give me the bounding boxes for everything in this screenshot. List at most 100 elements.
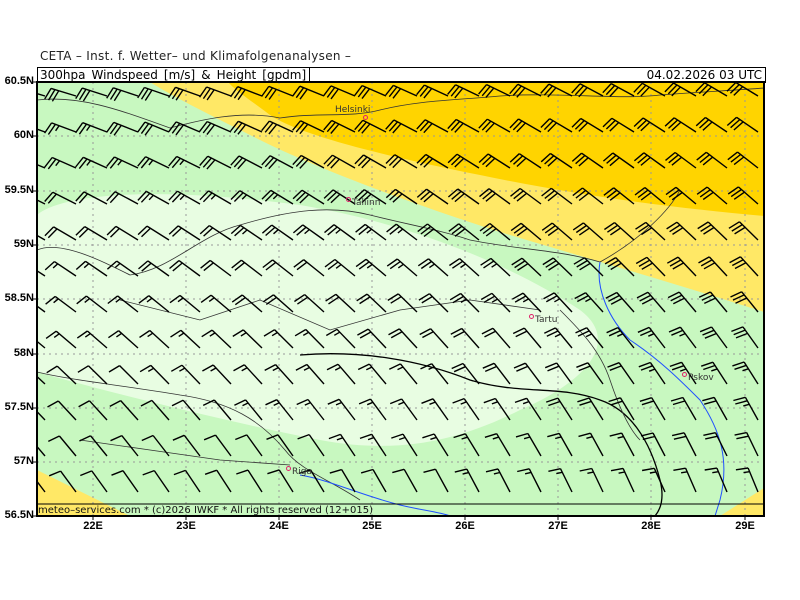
wind-barb [639, 397, 666, 421]
wind-barb [604, 256, 635, 277]
wind-barb [641, 467, 666, 493]
wind-barb [633, 152, 666, 169]
wind-barb [37, 410, 46, 421]
wind-barb [138, 295, 170, 313]
wind-barb [510, 187, 542, 205]
wind-barb [635, 256, 666, 277]
wind-barb [665, 186, 697, 205]
wind-barb [295, 363, 325, 385]
wind-barb [422, 433, 449, 457]
wind-barb [608, 397, 635, 421]
lon-label: 28E [641, 520, 661, 532]
wind-barb [233, 364, 263, 385]
wind-barb [75, 260, 108, 277]
wind-barb [200, 259, 232, 277]
wind-barb [572, 222, 604, 241]
wind-barb [579, 467, 604, 493]
wind-barb [232, 329, 263, 349]
wind-barb [44, 156, 77, 170]
wind-barb [388, 328, 418, 349]
wind-barb [451, 362, 480, 385]
wind-barb [509, 83, 542, 98]
wind-barb [324, 224, 356, 241]
wind-barb [354, 189, 387, 205]
wind-barb [203, 434, 232, 457]
wind-barb [540, 83, 573, 98]
lat-label: 59.5N [4, 184, 34, 196]
wind-barb [726, 116, 759, 133]
wind-barb [573, 257, 604, 277]
wind-barb [696, 151, 728, 169]
wind-barb [325, 328, 356, 349]
wind-barb [262, 259, 294, 277]
wind-barb [578, 432, 604, 457]
wind-barb [293, 259, 325, 277]
wind-barb [602, 82, 635, 97]
wind-barb [168, 155, 201, 169]
wind-barb [416, 153, 449, 169]
wind-barb [447, 153, 480, 169]
wind-barb [726, 82, 759, 97]
wind-barb [264, 363, 294, 385]
lon-label: 23E [176, 520, 196, 532]
wind-barb [392, 468, 418, 493]
wind-barb [540, 152, 573, 169]
wind-barb [386, 223, 418, 241]
lat-label: 57N [13, 455, 34, 467]
wind-barb [510, 222, 542, 241]
wind-barb [356, 293, 387, 313]
wind-barb [420, 363, 449, 385]
wind-barb [296, 398, 325, 421]
wind-barb [603, 187, 635, 205]
wind-barb [297, 433, 325, 457]
wind-barb [230, 86, 263, 101]
wind-barb [106, 260, 139, 277]
wind-barb [637, 326, 666, 349]
wind-barb [80, 470, 108, 493]
wind-barb [202, 399, 232, 421]
wind-barb [673, 467, 697, 493]
wind-barb [541, 187, 573, 205]
wind-barb [204, 469, 232, 493]
wind-barb [385, 188, 418, 205]
wind-barb [261, 224, 294, 241]
wind-barb [44, 122, 77, 135]
wind-barb [479, 222, 511, 241]
wind-barb [172, 434, 201, 457]
wind-barb [416, 84, 449, 99]
wind-barb [385, 84, 418, 99]
city-label: Helsinki [335, 105, 371, 115]
wind-barb [75, 122, 108, 135]
wind-barb [199, 155, 232, 170]
wind-barb [37, 375, 46, 385]
wind-barb [360, 468, 387, 493]
wind-barb [37, 305, 46, 313]
wind-barb [266, 434, 294, 457]
wind-barb [231, 259, 263, 277]
wind-barb [389, 398, 418, 421]
wind-barb [109, 399, 139, 421]
wind-barb [355, 258, 387, 277]
wind-barb [327, 398, 356, 421]
wind-barb [75, 156, 108, 170]
weak-wind-area [37, 194, 598, 446]
wind-barb [577, 397, 604, 421]
wind-barb [137, 225, 170, 241]
wind-barb [571, 117, 604, 133]
wind-barb [236, 469, 263, 493]
wind-barb [541, 222, 573, 241]
wind-barb [230, 224, 263, 241]
wind-barb [199, 225, 232, 241]
wind-barb [483, 397, 511, 421]
wind-barb [515, 432, 542, 457]
wind-barb [695, 116, 728, 133]
wind-barb [263, 329, 294, 349]
wind-barb [485, 468, 511, 493]
wind-barb [230, 190, 263, 205]
wind-barb [416, 119, 449, 134]
wind-barb [695, 82, 728, 97]
wind-barb [604, 222, 635, 241]
wind-barb [168, 86, 201, 101]
wind-barb [44, 261, 77, 277]
wind-barb [110, 434, 139, 457]
